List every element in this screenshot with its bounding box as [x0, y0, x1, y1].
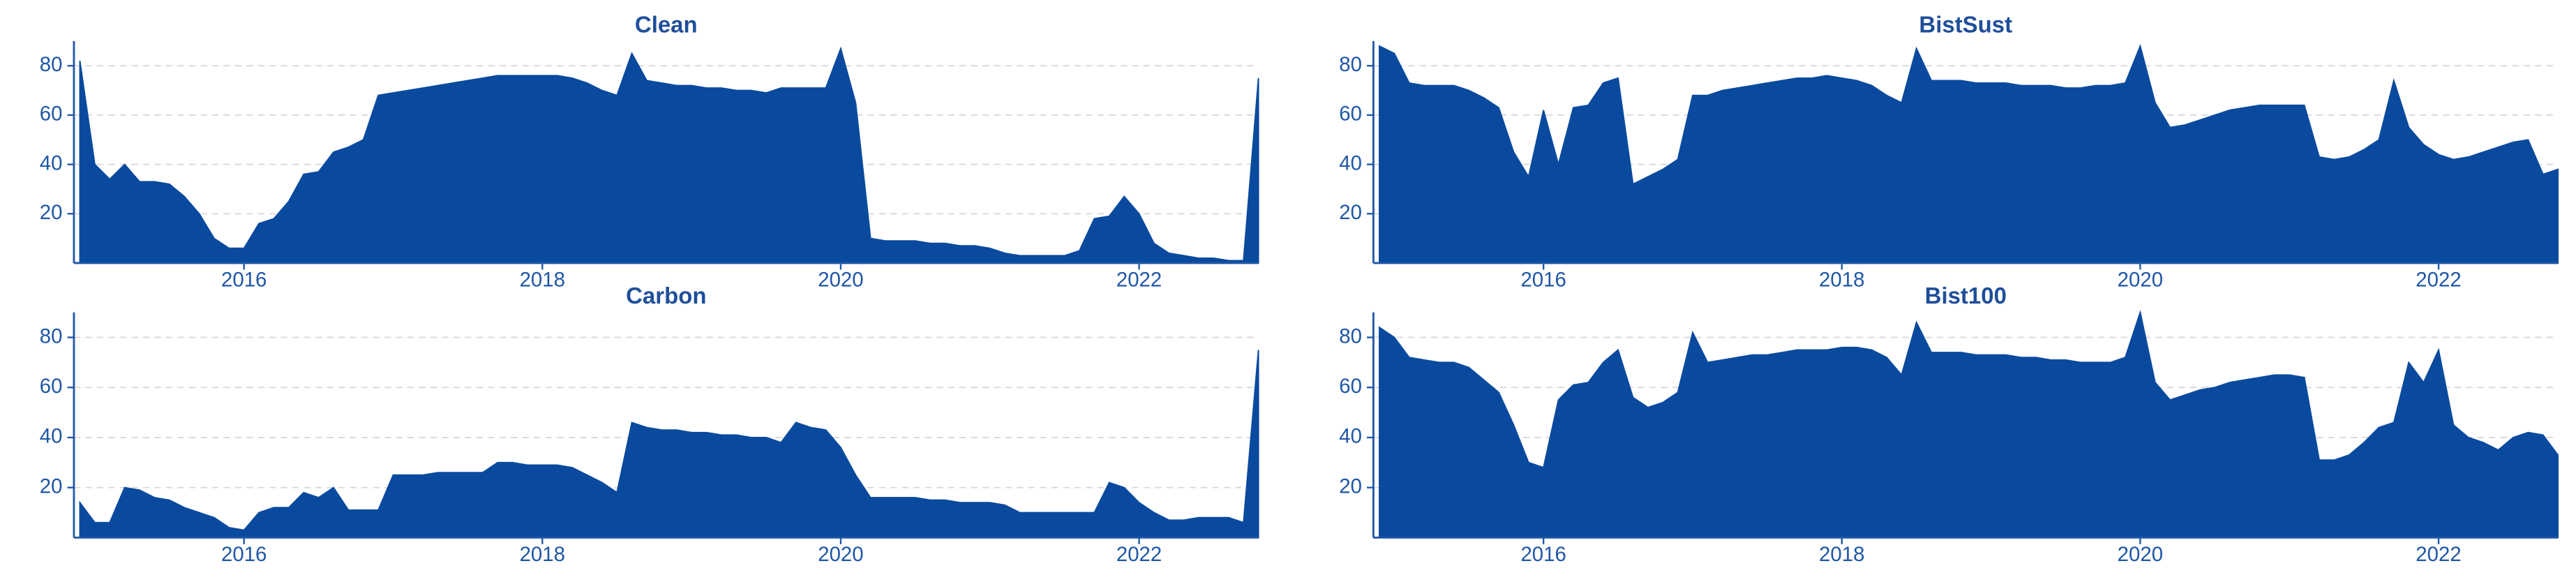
area: [79, 350, 1259, 539]
y-tick-label: 20: [1339, 475, 1362, 498]
y-tick-label: 80: [1339, 324, 1362, 348]
y-tick-label: 40: [1339, 151, 1362, 174]
y-tick-label: 60: [1339, 103, 1362, 126]
x-tick-label: 2020: [2118, 269, 2163, 292]
panel-title: BistSust: [1919, 11, 2012, 37]
x-tick-label: 2020: [2118, 543, 2163, 566]
x-tick-label: 2020: [818, 543, 863, 566]
panel-title: Carbon: [626, 283, 706, 308]
y-tick-label: 20: [40, 201, 63, 224]
area: [1379, 310, 2559, 539]
x-tick-label: 2016: [221, 269, 267, 292]
y-tick-label: 80: [40, 53, 63, 76]
x-tick-label: 2018: [1819, 269, 1864, 292]
x-tick-label: 2016: [1520, 543, 1566, 566]
panel-title: Clean: [635, 11, 698, 37]
y-tick-label: 40: [1339, 425, 1362, 448]
y-tick-label: 40: [40, 151, 63, 174]
y-tick-label: 80: [40, 324, 63, 348]
x-tick-label: 2022: [2416, 543, 2461, 566]
x-tick-label: 2020: [818, 269, 863, 292]
y-tick-label: 40: [40, 425, 63, 448]
y-tick-label: 60: [1339, 375, 1362, 398]
x-tick-label: 2016: [221, 543, 267, 566]
x-tick-label: 2022: [1116, 269, 1162, 292]
y-tick-label: 60: [40, 375, 63, 398]
x-tick-label: 2022: [2416, 269, 2461, 292]
area: [79, 46, 1259, 264]
x-tick-label: 2018: [520, 543, 565, 566]
x-tick-label: 2018: [1819, 543, 1864, 566]
y-tick-label: 60: [40, 103, 63, 126]
x-tick-label: 2018: [520, 269, 565, 292]
x-tick-label: 2022: [1116, 543, 1162, 566]
x-tick-label: 2016: [1520, 269, 1566, 292]
y-tick-label: 20: [1339, 201, 1362, 224]
area: [1379, 43, 2559, 264]
y-tick-label: 80: [1339, 53, 1362, 76]
y-tick-label: 20: [40, 475, 63, 498]
panel-title: Bist100: [1925, 283, 2007, 308]
